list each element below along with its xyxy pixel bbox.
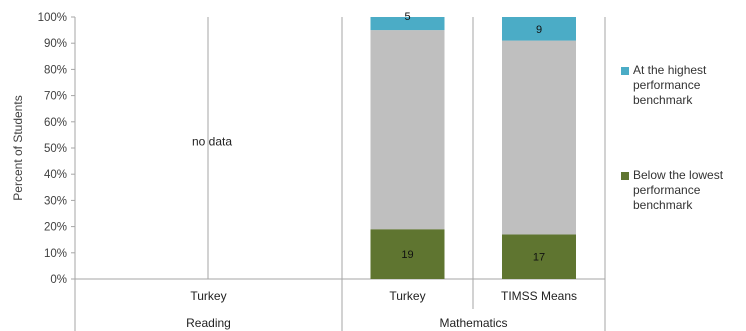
legend-swatch-highest (621, 67, 629, 75)
bar-segment-top (502, 17, 576, 41)
data-label-top: 9 (536, 24, 542, 36)
data-label-below: 19 (401, 249, 413, 261)
category-label: Turkey (389, 289, 425, 303)
data-label-below: 17 (533, 252, 545, 264)
legend-label-highest: At the highest performance benchmark (633, 63, 707, 107)
y-tick-label: 60% (44, 117, 67, 129)
bar-segment-top (370, 17, 445, 31)
y-tick-label: 20% (44, 222, 67, 234)
y-axis-label: Percent of Students (11, 95, 25, 200)
legend-label-below: Below the lowest performance benchmark (633, 168, 724, 212)
y-tick-label: 90% (44, 38, 67, 50)
data-label-top: 5 (404, 11, 410, 23)
category-label: Turkey (190, 289, 226, 303)
y-tick-label: 0% (50, 274, 67, 286)
bar-segment-middle (502, 40, 576, 235)
group-label: Mathematics (439, 316, 507, 330)
category-label: TIMSS Means (501, 289, 577, 303)
bar-segment-middle (370, 30, 445, 230)
y-tick-label: 10% (44, 248, 67, 260)
y-tick-label: 80% (44, 64, 67, 76)
y-tick-label: 40% (44, 169, 67, 181)
bar-segment-below (370, 229, 445, 279)
legend-swatch-below (621, 172, 629, 180)
y-tick-label: 50% (44, 143, 67, 155)
bar-segment-below (502, 234, 576, 279)
no-data-label: no data (192, 134, 232, 148)
y-tick-label: 70% (44, 91, 67, 103)
y-tick-label: 100% (38, 12, 67, 24)
y-tick-label: 30% (44, 195, 67, 207)
group-label: Reading (186, 316, 231, 330)
